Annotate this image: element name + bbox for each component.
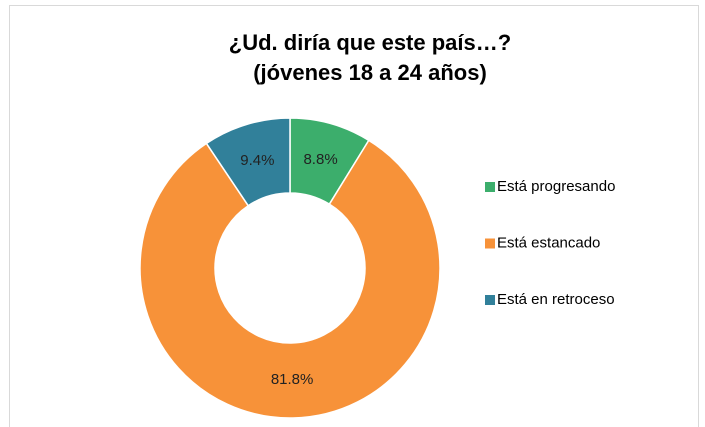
- donut-slice: [205, 117, 291, 207]
- chart-title: ¿Ud. diría que este país…?: [229, 30, 511, 55]
- chart-title: (jóvenes 18 a 24 años): [253, 60, 487, 85]
- legend-swatch: [485, 182, 495, 192]
- legend-label: Está progresando: [497, 178, 615, 195]
- legend-swatch: [485, 238, 495, 249]
- value-label: 9.4%: [240, 152, 274, 169]
- value-label: 81.8%: [271, 371, 314, 388]
- legend-label: Está estancado: [497, 234, 600, 251]
- value-label: 8.8%: [303, 151, 337, 168]
- legend-swatch: [485, 295, 495, 305]
- donut-slice: [139, 139, 441, 419]
- legend-label: Está en retroceso: [497, 291, 615, 308]
